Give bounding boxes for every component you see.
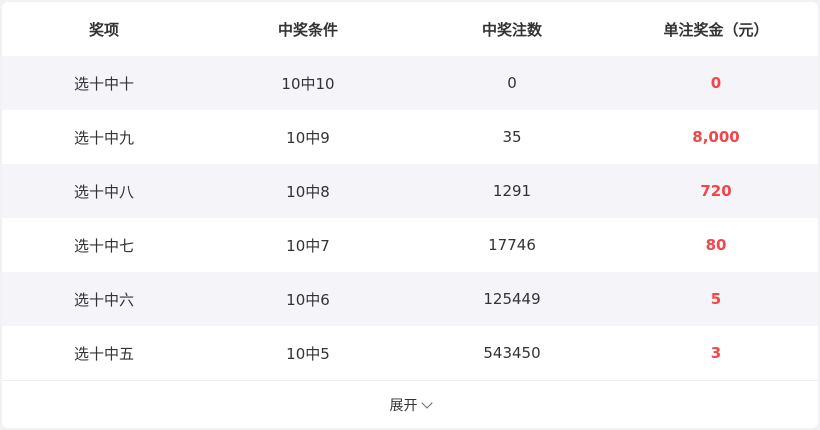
table-row: 选十中七 10中7 17746 80 [2,218,818,272]
cell-prize-amount: 8,000 [692,128,740,146]
cell-condition: 10中10 [281,74,335,93]
cell-prize-amount: 5 [710,290,722,308]
cell-condition: 10中7 [286,236,330,255]
chevron-down-icon [420,396,433,409]
cell-winner-count: 1291 [492,182,532,200]
cell-prize-level: 选十中八 [73,182,134,201]
cell-winner-count: 17746 [488,236,536,254]
cell-winner-count: 35 [502,128,522,146]
table-row: 选十中六 10中6 125449 5 [2,272,818,326]
cell-prize-level: 选十中七 [73,236,134,255]
cell-winner-count: 543450 [483,344,541,362]
table-row: 选十中五 10中5 543450 3 [2,326,818,380]
expand-button[interactable]: 展开 [2,380,818,428]
cell-winner-count: 0 [507,74,517,92]
cell-prize-level: 选十中九 [73,128,134,147]
table-row: 选十中九 10中9 35 8,000 [2,110,818,164]
cell-prize-amount: 0 [710,74,722,92]
cell-condition: 10中9 [286,128,330,147]
table-header: 奖项 中奖条件 中奖注数 单注奖金（元） [2,2,818,56]
header-condition: 中奖条件 [277,20,338,39]
header-winner-count: 中奖注数 [481,20,542,39]
table-row: 选十中十 10中10 0 0 [2,56,818,110]
expand-label: 展开 [389,398,418,414]
cell-prize-level: 选十中六 [73,290,134,309]
cell-condition: 10中6 [286,290,330,309]
cell-prize-level: 选十中十 [73,74,134,93]
cell-prize-amount: 80 [705,236,727,254]
cell-prize-level: 选十中五 [73,344,134,363]
cell-condition: 10中5 [286,344,330,363]
cell-winner-count: 125449 [483,290,541,308]
table-row: 选十中八 10中8 1291 720 [2,164,818,218]
cell-prize-amount: 3 [710,344,722,362]
cell-condition: 10中8 [286,182,330,201]
header-prize-level: 奖项 [88,20,119,39]
cell-prize-amount: 720 [700,182,732,200]
header-prize-amount: 单注奖金（元） [663,20,769,39]
